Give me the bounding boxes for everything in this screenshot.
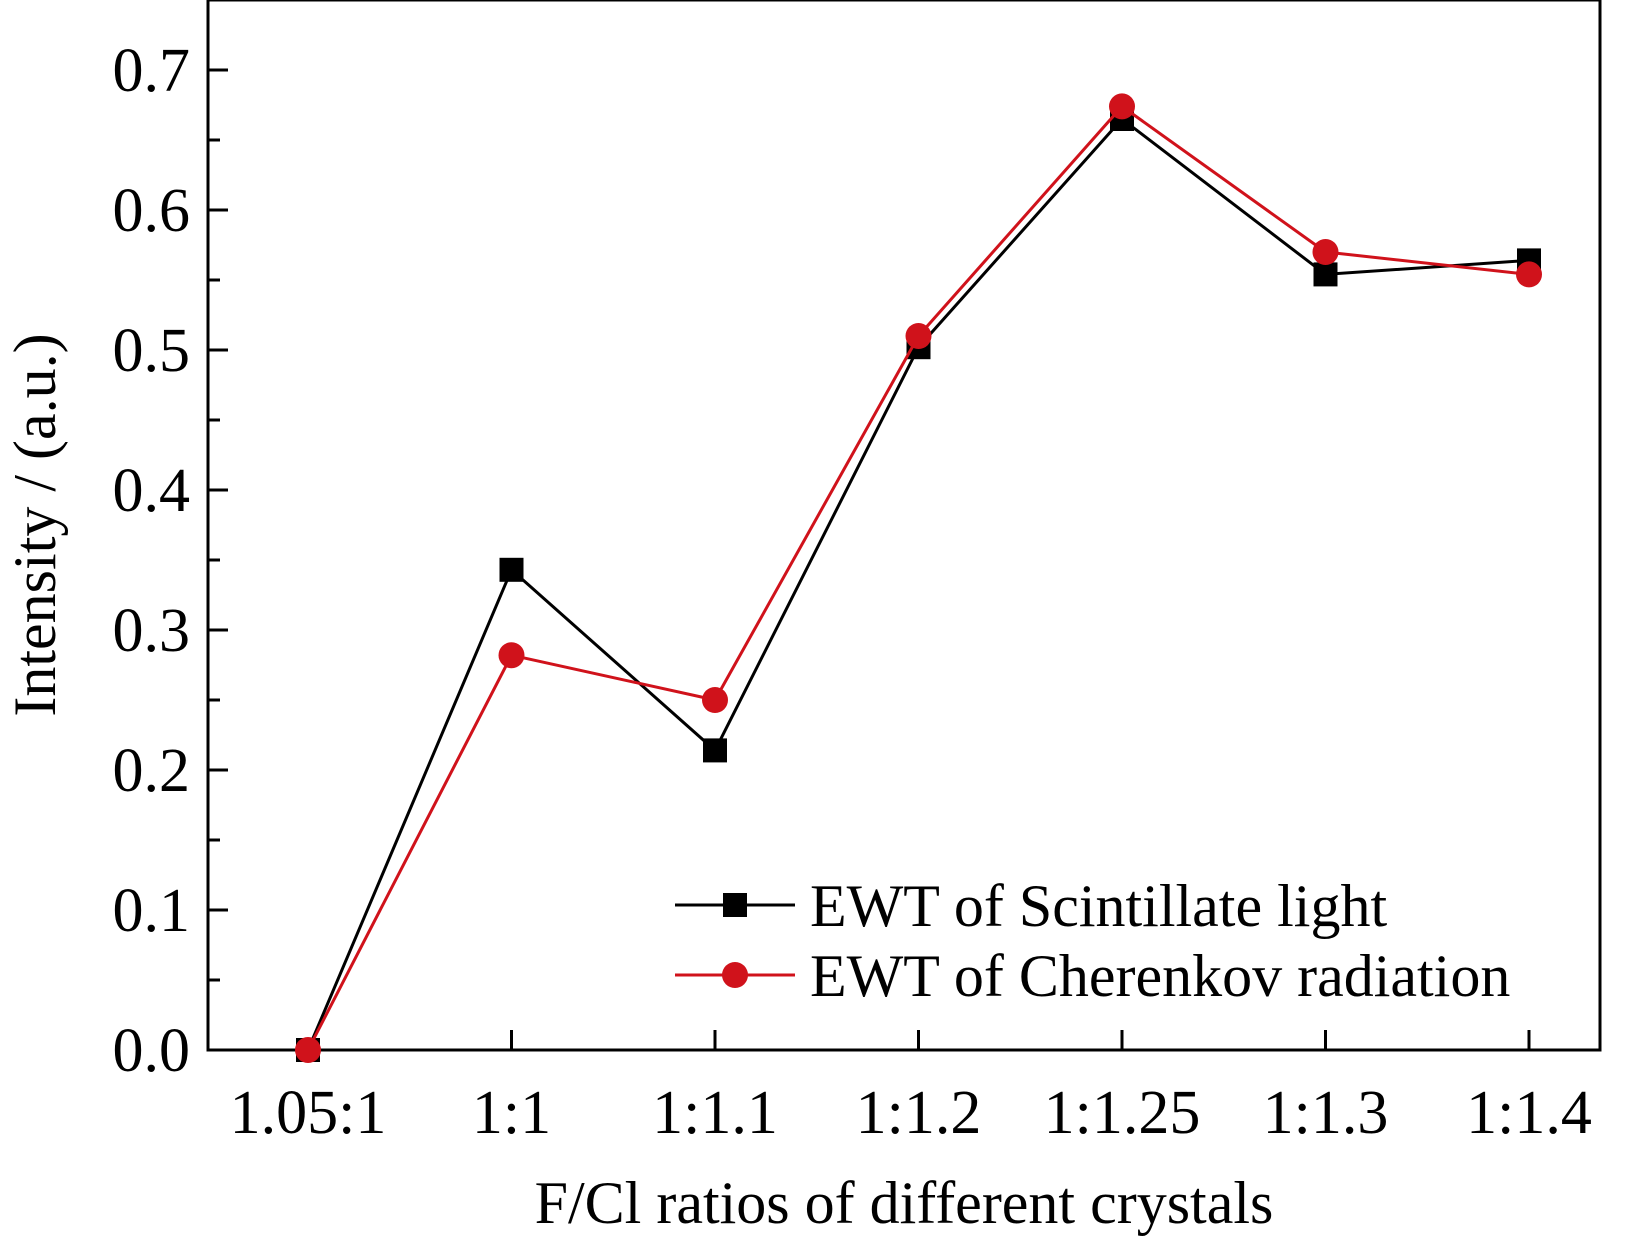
data-point-square: [1313, 262, 1338, 287]
data-point-circle: [1312, 239, 1339, 265]
y-tick-label: 0.7: [113, 37, 191, 105]
x-tick-label: 1:1.4: [1466, 1079, 1592, 1147]
y-tick-label: 0.5: [113, 317, 191, 385]
y-tick-label: 0.3: [113, 597, 191, 665]
x-axis: 1.05:1 1:1 1:1.1 1:1.2 1:1.25 1:1.3 1:1.4: [230, 1030, 1592, 1147]
x-tick-label: 1:1: [472, 1079, 551, 1147]
data-point-circle: [498, 642, 525, 669]
x-tick-label: 1:1.25: [1044, 1079, 1201, 1147]
data-point-circle: [1109, 93, 1135, 120]
data-point-circle: [295, 1037, 321, 1063]
y-tick-label: 0.1: [113, 877, 191, 945]
data-point-square: [703, 738, 727, 763]
x-tick-label: 1:1.1: [652, 1079, 778, 1147]
y-axis: 0.0 0.1 0.2 0.3 0.4 0.5 0.6 0.7: [113, 37, 228, 1085]
y-axis-title: Intensity / (a.u.): [2, 333, 68, 716]
plot-frame: [206, 0, 1602, 1052]
x-axis-title: F/Cl ratios of different crystals: [535, 1170, 1274, 1236]
data-point-circle: [905, 323, 932, 349]
y-tick-label: 0.4: [113, 457, 191, 525]
series-layer: [295, 93, 1542, 1063]
data-point-circle: [702, 687, 728, 713]
legend-marker-circle: [722, 962, 748, 988]
x-tick-label: 1:1.2: [856, 1079, 982, 1147]
legend-marker-square: [723, 893, 747, 917]
legend-label: EWT of Cherenkov radiation: [810, 943, 1510, 1009]
y-tick-label: 0.6: [113, 177, 191, 245]
data-point-square: [499, 557, 524, 582]
legend-label: EWT of Scintillate light: [810, 873, 1387, 939]
x-tick-label: 1.05:1: [230, 1079, 387, 1147]
data-point-circle: [1516, 261, 1542, 288]
y-tick-label: 0.0: [113, 1017, 191, 1085]
x-tick-label: 1:1.3: [1263, 1079, 1389, 1147]
y-tick-label: 0.2: [113, 737, 191, 805]
